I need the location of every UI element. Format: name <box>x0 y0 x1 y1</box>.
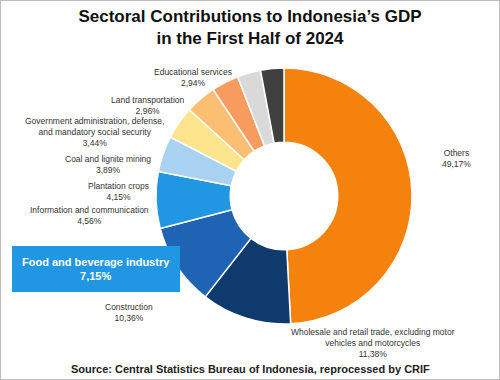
svg-text:Food and beverage industry7,15: Food and beverage industry7,15% <box>22 256 170 282</box>
svg-text:Construction10,36%: Construction10,36% <box>105 302 153 323</box>
svg-text:Sectoral Contributions to Indo: Sectoral Contributions to Indonesia’s GD… <box>78 7 421 48</box>
svg-text:Government administration, def: Government administration, defense,and m… <box>25 116 164 148</box>
svg-text:Source: Central Statistics Bur: Source: Central Statistics Bureau of Ind… <box>71 363 430 375</box>
svg-text:Land transportation2,96%: Land transportation2,96% <box>111 95 185 116</box>
svg-text:Plantation crops4,15%: Plantation crops4,15% <box>88 181 149 202</box>
svg-text:Educational services2,94%: Educational services2,94% <box>154 67 232 88</box>
svg-text:Others49,17%: Others49,17% <box>442 148 471 169</box>
svg-text:Wholesale and retail trade, ex: Wholesale and retail trade, excluding mo… <box>291 327 455 359</box>
svg-text:Coal and lignite mining3,89%: Coal and lignite mining3,89% <box>65 154 151 175</box>
svg-text:Information and communication4: Information and communication4,56% <box>30 205 149 226</box>
